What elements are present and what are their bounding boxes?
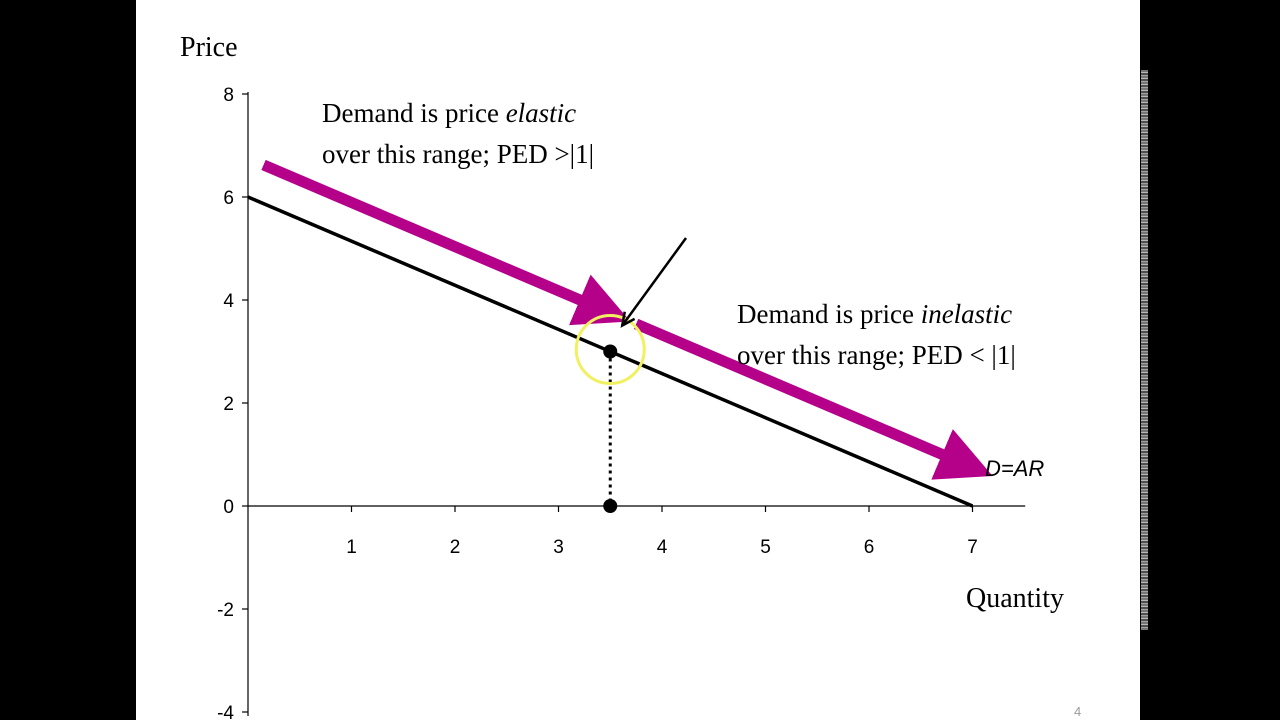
y-axis-label: Price [180, 32, 238, 63]
elastic-annotation-line2: over this range; PED >|1| [322, 139, 594, 169]
black-border [1140, 0, 1280, 720]
x-tick-label: 1 [346, 537, 357, 558]
x-tick-label: 3 [553, 537, 564, 558]
elastic-annotation-italic: elastic [506, 98, 576, 128]
inelastic-annotation-prefix: Demand is price [737, 299, 921, 329]
y-tick-label: 2 [223, 394, 234, 415]
slide-number: 4 [1074, 704, 1081, 719]
elastic-range-arrow [261, 159, 631, 326]
inelastic-annotation-line1: Demand is price inelastic [737, 299, 1012, 329]
video-artifact-strip [1141, 70, 1148, 630]
x-tick-label: 7 [967, 537, 978, 558]
midpoint-dot [603, 344, 618, 359]
y-tick-label: 8 [223, 85, 234, 106]
inelastic-annotation-line2: over this range; PED < |1| [737, 340, 1016, 370]
elastic-annotation-line1: Demand is price elastic [322, 98, 576, 128]
y-tick-label: 4 [223, 291, 234, 312]
midpoint-highlight-circle [574, 314, 646, 385]
y-tick-label: -4 [217, 703, 234, 720]
x-tick-label: 6 [864, 537, 875, 558]
pointer-arrow-head [620, 311, 636, 328]
slide: -4 -2 0 2 4 6 8 1 2 3 4 5 6 7 Price Quantity Demand i… [136, 0, 1140, 720]
midpoint-axis-dot [603, 499, 618, 513]
elastic-annotation-prefix: Demand is price [322, 98, 506, 128]
pointer-arrow-line [621, 237, 688, 327]
x-tick-label: 2 [450, 537, 461, 558]
x-axis-label: Quantity [966, 583, 1064, 614]
y-tick-label: -2 [217, 600, 234, 621]
curve-label: D=AR [985, 456, 1044, 481]
x-tick-label: 4 [657, 537, 668, 558]
y-tick-label: 0 [223, 497, 234, 518]
inelastic-range-arrow [633, 318, 993, 480]
x-tick-label: 5 [760, 537, 771, 558]
inelastic-annotation-italic: inelastic [921, 299, 1012, 329]
y-tick-label: 6 [223, 188, 234, 209]
demand-chart: -4 -2 0 2 4 6 8 1 2 3 4 5 6 7 Price Quantity Demand i… [180, 32, 1081, 720]
